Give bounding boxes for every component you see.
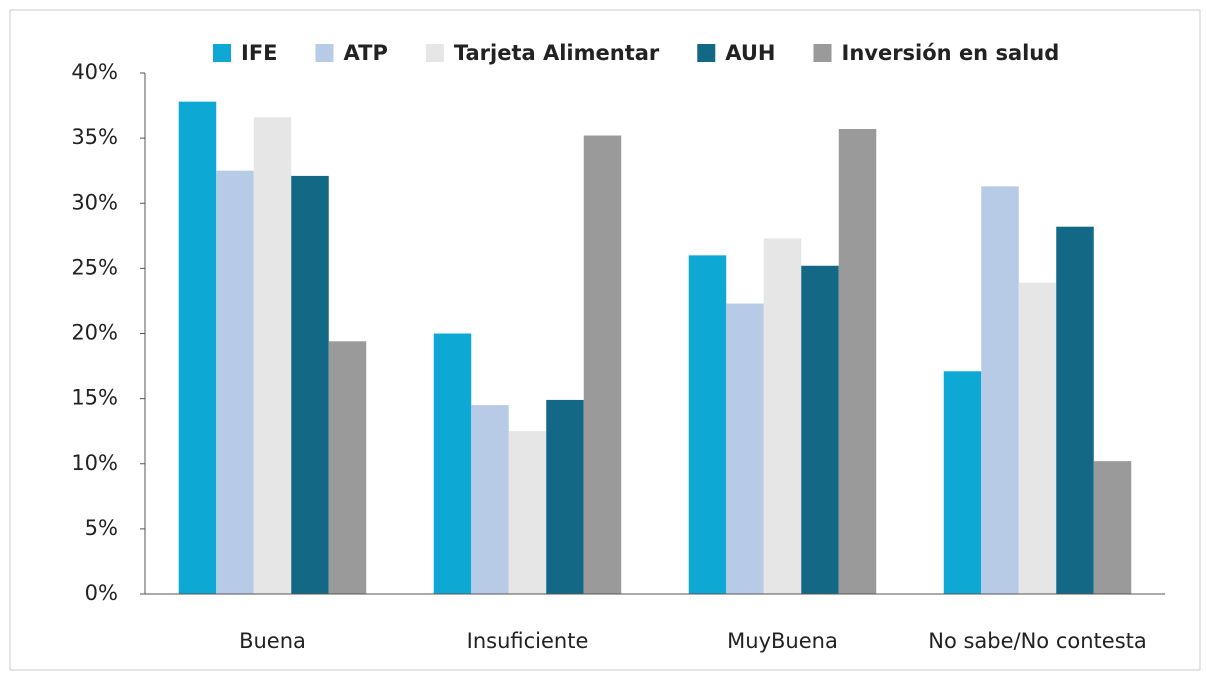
legend-swatch — [425, 44, 444, 62]
legend-label: Inversión en salud — [842, 41, 1060, 65]
legend-label: Tarjeta Alimentar — [454, 41, 660, 65]
legend-swatch — [213, 44, 231, 62]
y-tick-label: 5% — [85, 516, 118, 540]
legend-swatch — [315, 44, 334, 62]
bar — [763, 238, 802, 595]
bar — [838, 129, 877, 594]
bar — [1093, 461, 1132, 594]
y-tick-label: 10% — [71, 451, 118, 475]
bar — [178, 101, 217, 594]
bar — [943, 371, 982, 594]
bar — [253, 117, 292, 594]
bar — [508, 431, 547, 594]
bar — [981, 186, 1019, 594]
y-tick-label: 30% — [71, 190, 118, 214]
legend-label: AUH — [725, 41, 775, 65]
legend-swatch — [813, 44, 832, 62]
x-tick-label: Insuficiente — [467, 629, 589, 653]
bar — [328, 341, 367, 594]
bar — [688, 255, 727, 594]
bar — [471, 405, 509, 594]
legend-swatch — [697, 44, 716, 62]
y-tick-label: 25% — [71, 255, 118, 279]
legend-label: ATP — [344, 41, 388, 65]
legend-label: IFE — [241, 41, 278, 65]
bar — [801, 265, 839, 594]
x-tick-label: MuyBuena — [727, 629, 838, 653]
bar — [726, 303, 764, 594]
bar — [291, 175, 329, 594]
x-tick-label: No sabe/No contesta — [928, 629, 1147, 653]
y-tick-label: 15% — [71, 386, 118, 410]
y-tick-label: 35% — [71, 125, 118, 149]
y-tick-label: 20% — [71, 321, 118, 345]
x-tick-label: Buena — [239, 629, 306, 653]
bar — [216, 170, 254, 594]
bar — [583, 135, 622, 594]
bar — [546, 399, 584, 594]
y-tick-label: 40% — [71, 60, 118, 84]
bar — [433, 333, 472, 594]
bar — [1056, 226, 1094, 594]
bar — [1018, 282, 1057, 594]
y-tick-label: 0% — [85, 581, 118, 605]
